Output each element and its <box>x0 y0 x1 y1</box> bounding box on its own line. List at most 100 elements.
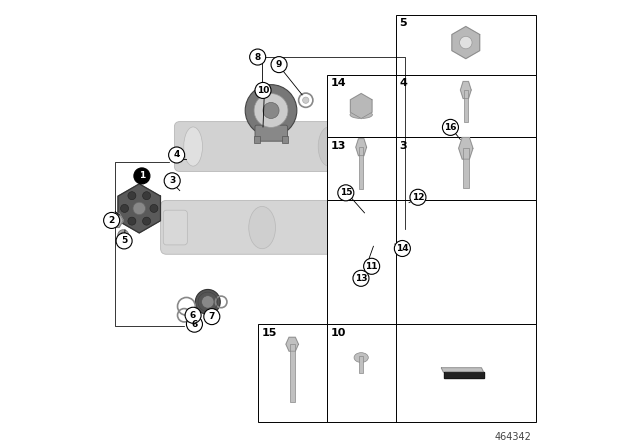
Bar <box>326 324 536 422</box>
Circle shape <box>364 258 380 274</box>
Bar <box>258 324 326 422</box>
FancyBboxPatch shape <box>326 132 378 161</box>
Text: 10: 10 <box>257 86 269 95</box>
Text: 3: 3 <box>399 141 407 151</box>
Text: 9: 9 <box>276 60 282 69</box>
Circle shape <box>338 185 354 201</box>
Circle shape <box>377 220 384 227</box>
Text: 14: 14 <box>396 244 409 253</box>
Text: 15: 15 <box>340 188 352 197</box>
Polygon shape <box>452 26 480 59</box>
Circle shape <box>410 189 426 205</box>
Circle shape <box>118 230 129 241</box>
Text: 2: 2 <box>109 216 115 225</box>
Circle shape <box>134 168 150 184</box>
Text: 13: 13 <box>330 141 346 151</box>
Text: 3: 3 <box>169 177 175 185</box>
FancyBboxPatch shape <box>163 210 188 245</box>
Circle shape <box>202 296 214 308</box>
Text: 4: 4 <box>399 78 407 88</box>
Text: 14: 14 <box>330 78 346 88</box>
Ellipse shape <box>249 207 275 249</box>
Bar <box>463 148 468 188</box>
Bar <box>425 186 435 198</box>
FancyBboxPatch shape <box>161 200 410 254</box>
Circle shape <box>377 244 384 250</box>
Text: 16: 16 <box>444 123 457 132</box>
Ellipse shape <box>184 127 202 166</box>
Polygon shape <box>356 139 367 156</box>
Circle shape <box>254 94 288 127</box>
Text: 10: 10 <box>330 328 346 338</box>
FancyBboxPatch shape <box>355 205 413 248</box>
Circle shape <box>143 192 150 200</box>
Bar <box>359 356 364 373</box>
Polygon shape <box>444 372 484 379</box>
Bar <box>326 137 536 199</box>
Ellipse shape <box>400 212 413 240</box>
Circle shape <box>356 232 363 239</box>
Circle shape <box>133 202 145 215</box>
Bar <box>463 90 468 122</box>
Bar <box>290 344 294 402</box>
Text: 13: 13 <box>355 274 367 283</box>
Bar <box>326 75 536 137</box>
Circle shape <box>398 213 409 224</box>
Polygon shape <box>459 138 473 159</box>
Circle shape <box>168 147 185 163</box>
Circle shape <box>367 229 380 241</box>
Circle shape <box>185 307 201 323</box>
Circle shape <box>460 36 472 49</box>
Bar <box>326 199 536 324</box>
Text: 8: 8 <box>255 52 260 61</box>
Text: 1: 1 <box>139 172 145 181</box>
Text: 6: 6 <box>191 320 198 329</box>
Circle shape <box>204 309 220 325</box>
Circle shape <box>363 244 370 250</box>
Text: 11: 11 <box>365 262 378 271</box>
Polygon shape <box>350 94 372 118</box>
Circle shape <box>394 241 410 257</box>
Circle shape <box>128 192 136 200</box>
Circle shape <box>186 316 202 332</box>
Ellipse shape <box>120 232 126 238</box>
Bar <box>282 136 288 143</box>
Ellipse shape <box>350 111 372 118</box>
Circle shape <box>383 232 391 239</box>
Polygon shape <box>107 214 124 228</box>
Circle shape <box>303 97 309 103</box>
Text: 5: 5 <box>121 237 127 246</box>
Circle shape <box>255 82 271 99</box>
Circle shape <box>116 233 132 249</box>
Text: 7: 7 <box>209 312 215 321</box>
Circle shape <box>128 217 136 225</box>
Circle shape <box>120 204 129 212</box>
Ellipse shape <box>318 127 340 166</box>
Circle shape <box>150 204 158 212</box>
Bar <box>396 15 536 75</box>
Circle shape <box>245 85 297 136</box>
Text: 15: 15 <box>261 328 276 338</box>
Polygon shape <box>442 368 484 372</box>
Circle shape <box>263 103 279 118</box>
Circle shape <box>442 119 458 135</box>
Polygon shape <box>286 337 298 351</box>
Circle shape <box>363 220 370 227</box>
Polygon shape <box>353 212 394 258</box>
Text: 464342: 464342 <box>495 432 531 442</box>
Circle shape <box>353 270 369 286</box>
Bar <box>359 147 363 190</box>
Polygon shape <box>460 82 471 99</box>
Circle shape <box>195 289 220 314</box>
Ellipse shape <box>354 353 368 362</box>
Text: 12: 12 <box>412 193 424 202</box>
Circle shape <box>104 212 120 228</box>
Circle shape <box>271 56 287 73</box>
Text: 6: 6 <box>190 311 196 320</box>
FancyBboxPatch shape <box>175 121 370 172</box>
Bar <box>254 136 260 143</box>
Circle shape <box>143 217 150 225</box>
Text: 5: 5 <box>399 18 407 28</box>
Circle shape <box>455 150 470 164</box>
Circle shape <box>164 173 180 189</box>
